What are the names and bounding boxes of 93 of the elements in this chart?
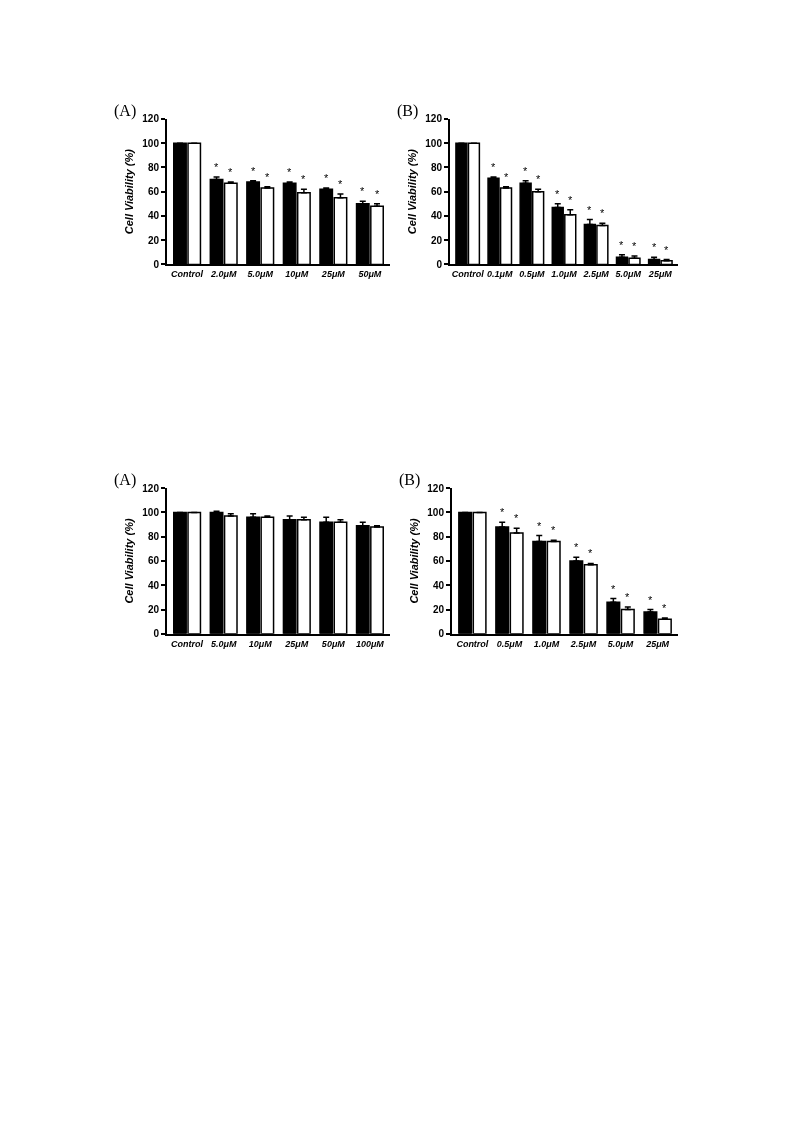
x-tick-label: 100μM (355, 638, 385, 649)
data-label: * (375, 188, 380, 200)
y-tick-label: 40 (147, 210, 160, 222)
data-label: * (551, 524, 556, 536)
data-label: * (664, 244, 669, 256)
data-label: * (301, 173, 306, 185)
data-label: * (523, 165, 528, 177)
data-label: * (662, 602, 667, 614)
data-label: * (625, 591, 630, 603)
y-tick-label: 80 (147, 531, 160, 543)
y-axis-title: Cell Viability (%) (406, 148, 419, 235)
data-label: * (214, 161, 219, 173)
x-tick-label: Control (456, 638, 489, 649)
x-tick-label: 1.0μM (551, 269, 578, 280)
x-tick-label: 5.0μM (607, 638, 634, 649)
y-tick-label: 0 (153, 628, 160, 640)
data-label: * (555, 188, 560, 200)
data-label: * (360, 185, 365, 197)
data-label: * (514, 512, 519, 524)
y-tick-label: 120 (427, 482, 445, 494)
y-axis-title: Cell Viability (%) (123, 148, 136, 235)
y-tick-label: 100 (425, 137, 443, 149)
x-tick-label: Control (171, 269, 204, 280)
y-tick-label: 100 (427, 506, 445, 518)
x-tick-label: 2.0μM (209, 269, 237, 280)
x-tick-label: 2.5μM (582, 269, 610, 280)
y-tick-label: 0 (436, 258, 443, 270)
y-axis-title: Cell Viability (%) (408, 518, 421, 604)
data-label: * (648, 594, 653, 606)
data-label: * (587, 204, 592, 216)
data-label: * (338, 178, 343, 190)
y-tick-label: 60 (430, 186, 443, 198)
x-tick-label: 5.0μM (210, 638, 237, 649)
data-label: * (536, 173, 541, 185)
chart-title: (B) (397, 102, 419, 120)
data-label: * (491, 161, 496, 173)
y-tick-label: 40 (432, 579, 445, 591)
y-tick-label: 120 (142, 482, 160, 494)
y-tick-label: 60 (147, 555, 160, 567)
y-tick-label: 80 (147, 161, 160, 173)
y-tick-label: 40 (147, 579, 160, 591)
y-tick-label: 20 (430, 234, 443, 246)
x-tick-label: 10μM (285, 269, 309, 280)
data-label: * (251, 165, 256, 177)
x-tick-label: 25μM (284, 638, 309, 649)
data-label: * (228, 166, 233, 178)
data-label: * (652, 241, 657, 253)
y-tick-label: 40 (430, 210, 443, 222)
chart-title: (A) (114, 102, 137, 120)
x-tick-label: 50μM (321, 638, 346, 649)
data-label: * (600, 207, 605, 219)
x-tick-label: Control (171, 638, 204, 649)
data-label: * (574, 541, 579, 553)
chart-title: (A) (114, 471, 137, 489)
x-tick-label: 25μM (320, 269, 346, 280)
y-tick-label: 20 (147, 234, 160, 246)
x-tick-label: 2.5μM (569, 638, 597, 649)
y-tick-label: 100 (142, 506, 160, 518)
data-label: * (568, 194, 573, 206)
y-tick-label: 60 (147, 186, 160, 198)
data-label: * (619, 239, 624, 251)
y-tick-label: 0 (153, 258, 160, 270)
data-label: * (324, 172, 329, 184)
data-label: * (632, 240, 637, 252)
y-tick-label: 60 (432, 555, 445, 567)
x-tick-label: 25μM (645, 638, 670, 649)
x-tick-label: 0.1μM (487, 269, 513, 280)
y-tick-label: 120 (425, 113, 443, 125)
y-tick-label: 100 (142, 137, 160, 149)
x-tick-label: Control (451, 269, 485, 280)
x-tick-label: 5.0μM (615, 269, 642, 280)
y-tick-label: 120 (142, 113, 160, 125)
y-tick-label: 20 (147, 604, 160, 616)
x-tick-label: 50μM (358, 269, 382, 280)
x-tick-label: 10μM (248, 638, 273, 649)
x-tick-label: 0.5μM (496, 638, 523, 649)
chart-title: (B) (399, 471, 421, 489)
y-tick-label: 80 (432, 531, 445, 543)
y-tick-label: 0 (438, 628, 445, 640)
data-label: * (287, 166, 292, 178)
y-tick-label: 80 (430, 161, 443, 173)
data-label: * (588, 547, 593, 559)
data-label: * (611, 583, 616, 595)
x-tick-label: 0.5μM (519, 269, 546, 280)
data-label: * (537, 520, 542, 532)
data-label: * (265, 171, 270, 183)
y-tick-label: 20 (432, 604, 445, 616)
data-label: * (504, 171, 509, 183)
x-tick-label: 1.0μM (533, 638, 560, 649)
x-tick-label: 25μM (647, 269, 673, 280)
data-label: * (500, 506, 505, 518)
y-axis-title: Cell Viability (%) (123, 518, 136, 604)
x-tick-label: 5.0μM (247, 269, 274, 280)
